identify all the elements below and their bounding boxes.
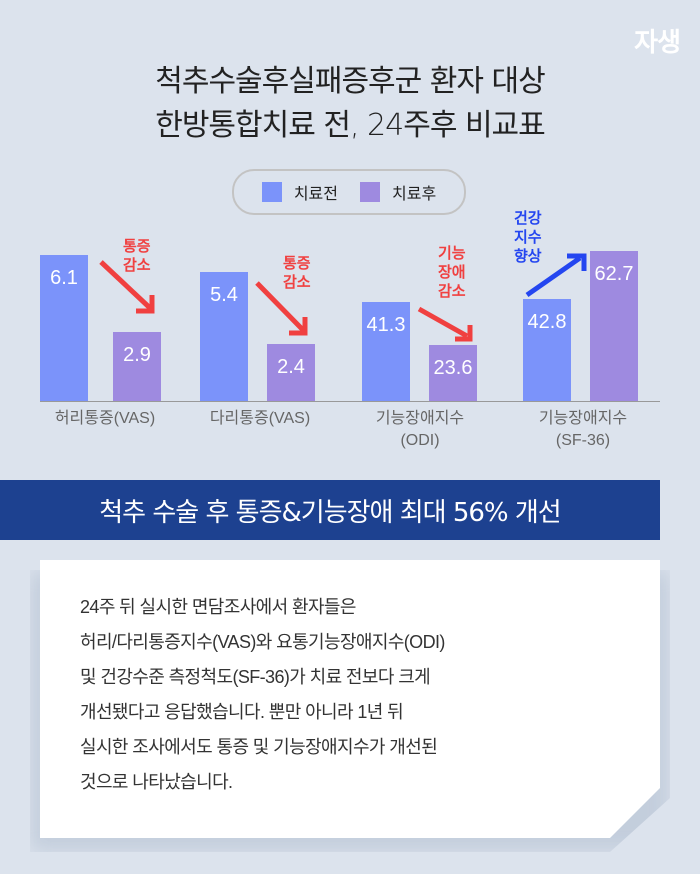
arrows-layer bbox=[99, 253, 587, 342]
summary-banner: 척추 수술 후 통증&기능장애 최대 56% 개선 bbox=[0, 480, 660, 540]
annotation-text: 건강 bbox=[514, 209, 542, 227]
bar-value: 2.4 bbox=[277, 356, 305, 378]
description-line: 개선됐다고 응답했습니다. 뿐만 아니라 1년 뒤 bbox=[80, 702, 404, 722]
description-line: 및 건강수준 측정척도(SF-36)가 치료 전보다 크게 bbox=[80, 667, 431, 687]
arrow-down-icon bbox=[417, 306, 473, 342]
bar-value: 62.7 bbox=[594, 263, 634, 285]
annotation-pain-decrease-2: 통증 감소 bbox=[283, 254, 311, 292]
page-title: 척추수술후실패증후군 환자 대상 한방통합치료 전, 24주후 비교표 bbox=[0, 60, 700, 148]
bar-chart: 6.1 2.9 5.4 2.4 41.3 23.6 42.8 62.7 허리통증… bbox=[35, 209, 660, 452]
bar-after-sf36: 62.7 bbox=[590, 251, 638, 401]
x-axis-line bbox=[40, 401, 660, 402]
annotation-text: 통증 bbox=[123, 237, 151, 255]
description-line: 실시한 조사에서도 통증 및 기능장애지수가 개선된 bbox=[80, 737, 438, 757]
x-label-text: (ODI) bbox=[400, 432, 440, 449]
legend-swatch-after bbox=[360, 182, 380, 202]
brand-logo: 자생 bbox=[634, 28, 681, 58]
annotation-health-increase: 건강 지수 향상 bbox=[514, 209, 542, 266]
title-line-1: 척추수술후실패증후군 환자 대상 bbox=[155, 64, 545, 99]
annotation-text: 감소 bbox=[123, 256, 151, 274]
arrow-up-icon bbox=[525, 253, 587, 298]
bar-before-sf36: 42.8 bbox=[523, 299, 571, 401]
description-line: 것으로 나타났습니다. bbox=[80, 772, 233, 792]
annotation-text: 기능 bbox=[438, 244, 466, 262]
description-card: 24주 뒤 실시한 면담조사에서 환자들은 허리/다리통증지수(VAS)와 요통… bbox=[40, 560, 660, 838]
bar-value: 5.4 bbox=[210, 284, 238, 306]
bar-value: 2.9 bbox=[123, 344, 151, 366]
arrow-down-icon bbox=[99, 260, 155, 314]
bar-before-odi: 41.3 bbox=[362, 302, 410, 401]
annotation-text: 통증 bbox=[283, 254, 311, 272]
bar-before-vas-back: 6.1 bbox=[40, 255, 88, 401]
x-label-text: 기능장애지수 bbox=[375, 410, 465, 427]
bar-value: 41.3 bbox=[366, 314, 406, 336]
x-label-vas-leg: 다리통증(VAS) bbox=[190, 408, 330, 430]
annotation-text: 감소 bbox=[283, 273, 311, 291]
annotation-text: 향상 bbox=[514, 247, 542, 265]
legend-item-before: 치료전 bbox=[261, 180, 338, 204]
annotation-text: 감소 bbox=[438, 282, 466, 300]
bar-after-odi: 23.6 bbox=[429, 345, 477, 401]
chart-legend: 치료전 치료후 bbox=[232, 169, 466, 215]
description-line: 허리/다리통증지수(VAS)와 요통기능장애지수(ODI) bbox=[80, 632, 445, 652]
x-label-sf36: 기능장애지수 (SF-36) bbox=[513, 408, 653, 452]
description-line: 24주 뒤 실시한 면담조사에서 환자들은 bbox=[80, 597, 356, 617]
bar-value: 23.6 bbox=[433, 357, 473, 379]
x-label-text: (SF-36) bbox=[555, 432, 611, 449]
annotation-text: 지수 bbox=[514, 228, 542, 246]
bar-value: 6.1 bbox=[50, 267, 78, 289]
bar-value: 42.8 bbox=[527, 311, 567, 333]
title-line-2: 한방통합치료 전, 24주후 비교표 bbox=[155, 108, 546, 143]
x-label-odi: 기능장애지수 (ODI) bbox=[350, 408, 490, 452]
x-label-text: 다리통증(VAS) bbox=[209, 410, 311, 427]
annotation-function-decrease: 기능 장애 감소 bbox=[438, 244, 466, 301]
bar-before-vas-leg: 5.4 bbox=[200, 272, 248, 401]
annotation-pain-decrease-1: 통증 감소 bbox=[123, 237, 151, 275]
legend-label-before: 치료전 bbox=[293, 184, 338, 203]
legend-swatch-before bbox=[261, 182, 282, 202]
description-text: 24주 뒤 실시한 면담조사에서 환자들은 허리/다리통증지수(VAS)와 요통… bbox=[80, 590, 640, 800]
arrow-down-icon bbox=[255, 281, 308, 336]
legend-label-after: 치료후 bbox=[392, 184, 437, 203]
x-label-vas-back: 허리통증(VAS) bbox=[35, 408, 175, 430]
annotation-text: 장애 bbox=[438, 263, 466, 281]
legend-item-after: 치료후 bbox=[360, 180, 436, 204]
x-label-text: 기능장애지수 bbox=[538, 410, 628, 427]
bar-after-vas-leg: 2.4 bbox=[267, 344, 315, 401]
bar-after-vas-back: 2.9 bbox=[113, 332, 161, 401]
x-label-text: 허리통증(VAS) bbox=[54, 410, 156, 427]
